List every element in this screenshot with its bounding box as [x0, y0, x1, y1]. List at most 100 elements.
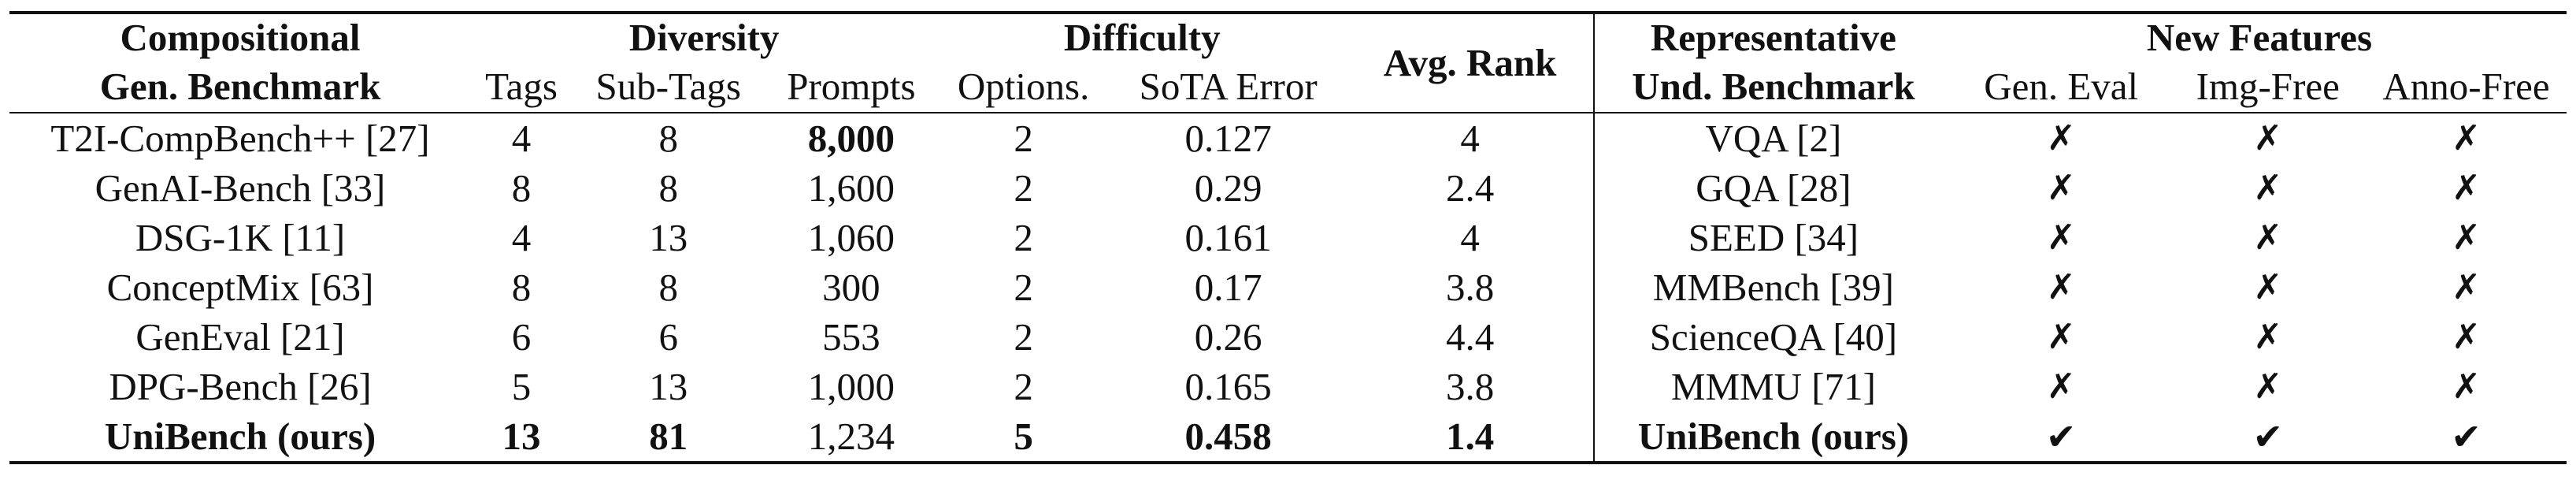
cell-avg-rank: 3.8: [1347, 262, 1595, 312]
col-header-und-benchmark: Und. Benchmark: [1632, 65, 1915, 108]
table-row: T2I-CompBench++ [27] 4 8 8,000 2 0.127 4…: [9, 112, 2567, 163]
col-header-avg-rank: Avg. Rank: [1347, 11, 1595, 113]
cross-icon: ✗: [2046, 366, 2076, 407]
cell-gen-benchmark: DPG-Bench [26]: [109, 364, 372, 408]
col-header-compositional: Compositional: [9, 11, 472, 61]
cell-sub-tags: 13: [649, 215, 688, 259]
cell-prompts: 300: [822, 265, 880, 309]
cell-sub-tags: 8: [571, 112, 765, 163]
cell-sub-tags: 8: [658, 166, 678, 210]
cross-icon: ✗: [2452, 366, 2481, 407]
cell-options: 2: [1014, 166, 1033, 210]
cell-und-benchmark: MMMU [71]: [1670, 364, 1876, 408]
cell-gen-benchmark: GenAI-Bench [33]: [95, 166, 386, 210]
cell-sota-error: 0.26: [1194, 314, 1262, 359]
cell-gen-benchmark: GenEval [21]: [135, 314, 345, 359]
cross-icon: ✗: [2253, 217, 2283, 258]
cross-icon: ✗: [2452, 167, 2481, 208]
cell-und-benchmark: GQA [28]: [1696, 166, 1851, 210]
cross-icon: ✗: [2452, 316, 2481, 357]
cell-und-benchmark: SEED [34]: [1688, 215, 1859, 259]
cell-und-benchmark: ScienceQA [40]: [1649, 314, 1898, 359]
cross-icon: ✗: [2046, 316, 2076, 357]
cross-icon: ✗: [2452, 217, 2481, 258]
cell-und-benchmark: UniBench (ours): [1593, 411, 1952, 464]
cell-prompts: 1,600: [807, 166, 895, 210]
cell-sota-error: 0.165: [1184, 364, 1272, 408]
cell-sub-tags: 13: [649, 364, 688, 408]
group-header-new-features: New Features: [1951, 11, 2567, 61]
cross-icon: ✗: [2046, 167, 2076, 208]
table-row: GenEval [21] 6 6 553 2 0.26 4.4 ScienceQ…: [9, 312, 2567, 362]
cell-sub-tags: 8: [658, 265, 678, 309]
cell-prompts: 1,234: [765, 411, 938, 464]
cell-prompts: 8,000: [765, 112, 938, 163]
cell-gen-benchmark: UniBench (ours): [9, 411, 472, 464]
check-icon: ✔: [1951, 411, 2170, 464]
cross-icon: ✗: [2046, 266, 2076, 307]
cell-avg-rank: 4: [1347, 213, 1595, 262]
cell-avg-rank: 2.4: [1347, 163, 1595, 213]
col-header-anno-free: Anno-Free: [2382, 65, 2550, 108]
cell-options: 2: [1014, 265, 1033, 309]
cell-sota-error: 0.458: [1109, 411, 1347, 464]
cell-tags: 8: [511, 265, 532, 309]
cell-options: 2: [1014, 314, 1033, 359]
cell-tags: 6: [511, 314, 532, 359]
cell-options: 2: [937, 112, 1110, 163]
col-header-tags: Tags: [485, 65, 558, 108]
comparison-table: Compositional Diversity Difficulty Avg. …: [9, 11, 2567, 464]
cell-sota-error: 0.17: [1194, 265, 1262, 309]
header-row-1: Compositional Diversity Difficulty Avg. …: [9, 11, 2567, 113]
table-row: DPG-Bench [26] 5 13 1,000 2 0.165 3.8 MM…: [9, 362, 2567, 411]
cross-icon: ✗: [2253, 366, 2283, 407]
cell-prompts: 1,060: [807, 215, 895, 259]
cell-sota-error: 0.127: [1109, 112, 1347, 163]
cell-gen-benchmark: DSG-1K [11]: [135, 215, 346, 259]
col-header-prompts: Prompts: [787, 65, 916, 108]
cell-options: 2: [1014, 364, 1033, 408]
cross-icon: ✗: [2253, 316, 2283, 357]
cell-prompts: 553: [822, 314, 880, 359]
cross-icon: ✗: [2046, 217, 2076, 258]
cell-gen-benchmark: T2I-CompBench++ [27]: [9, 112, 472, 163]
cross-icon: ✗: [1951, 112, 2170, 163]
cross-icon: ✗: [2253, 167, 2283, 208]
table-row-ours: UniBench (ours) 13 81 1,234 5 0.458 1.4 …: [9, 411, 2567, 464]
cell-sub-tags: 81: [571, 411, 765, 464]
cell-tags: 8: [511, 166, 532, 210]
col-header-sub-tags: Sub-Tags: [595, 65, 741, 108]
cell-sota-error: 0.161: [1184, 215, 1272, 259]
cell-tags: 4: [511, 215, 532, 259]
cell-prompts: 1,000: [807, 364, 895, 408]
table-row: ConceptMix [63] 8 8 300 2 0.17 3.8 MMBen…: [9, 262, 2567, 312]
cell-und-benchmark: MMBench [39]: [1652, 265, 1894, 309]
cell-tags: 5: [511, 364, 532, 408]
cross-icon: ✗: [2170, 112, 2367, 163]
table-row: DSG-1K [11] 4 13 1,060 2 0.161 4 SEED [3…: [9, 213, 2567, 262]
cell-sota-error: 0.29: [1194, 166, 1262, 210]
header-row-2: Gen. Benchmark Tags Sub-Tags Prompts Opt…: [9, 61, 2567, 113]
col-header-gen-benchmark: Gen. Benchmark: [99, 65, 381, 108]
check-icon: ✔: [2366, 411, 2567, 464]
cell-sub-tags: 6: [658, 314, 678, 359]
cell-options: 2: [1014, 215, 1033, 259]
cross-icon: ✗: [2366, 112, 2567, 163]
cell-tags: 4: [471, 112, 572, 163]
cross-icon: ✗: [2253, 266, 2283, 307]
cell-avg-rank: 4: [1347, 112, 1595, 163]
cell-avg-rank: 4.4: [1347, 312, 1595, 362]
col-header-img-free: Img-Free: [2196, 65, 2340, 108]
col-header-gen-eval: Gen. Eval: [1984, 65, 2139, 108]
col-header-sota-error: SoTA Error: [1139, 65, 1318, 108]
group-header-diversity: Diversity: [471, 11, 938, 61]
cell-avg-rank: 3.8: [1347, 362, 1595, 411]
cross-icon: ✗: [2452, 266, 2481, 307]
group-header-difficulty: Difficulty: [937, 11, 1347, 61]
cell-und-benchmark: VQA [2]: [1593, 112, 1952, 163]
cell-avg-rank: 1.4: [1347, 411, 1595, 464]
col-header-representative: Representative: [1593, 11, 1952, 61]
check-icon: ✔: [2170, 411, 2367, 464]
col-header-options: Options.: [957, 65, 1090, 108]
